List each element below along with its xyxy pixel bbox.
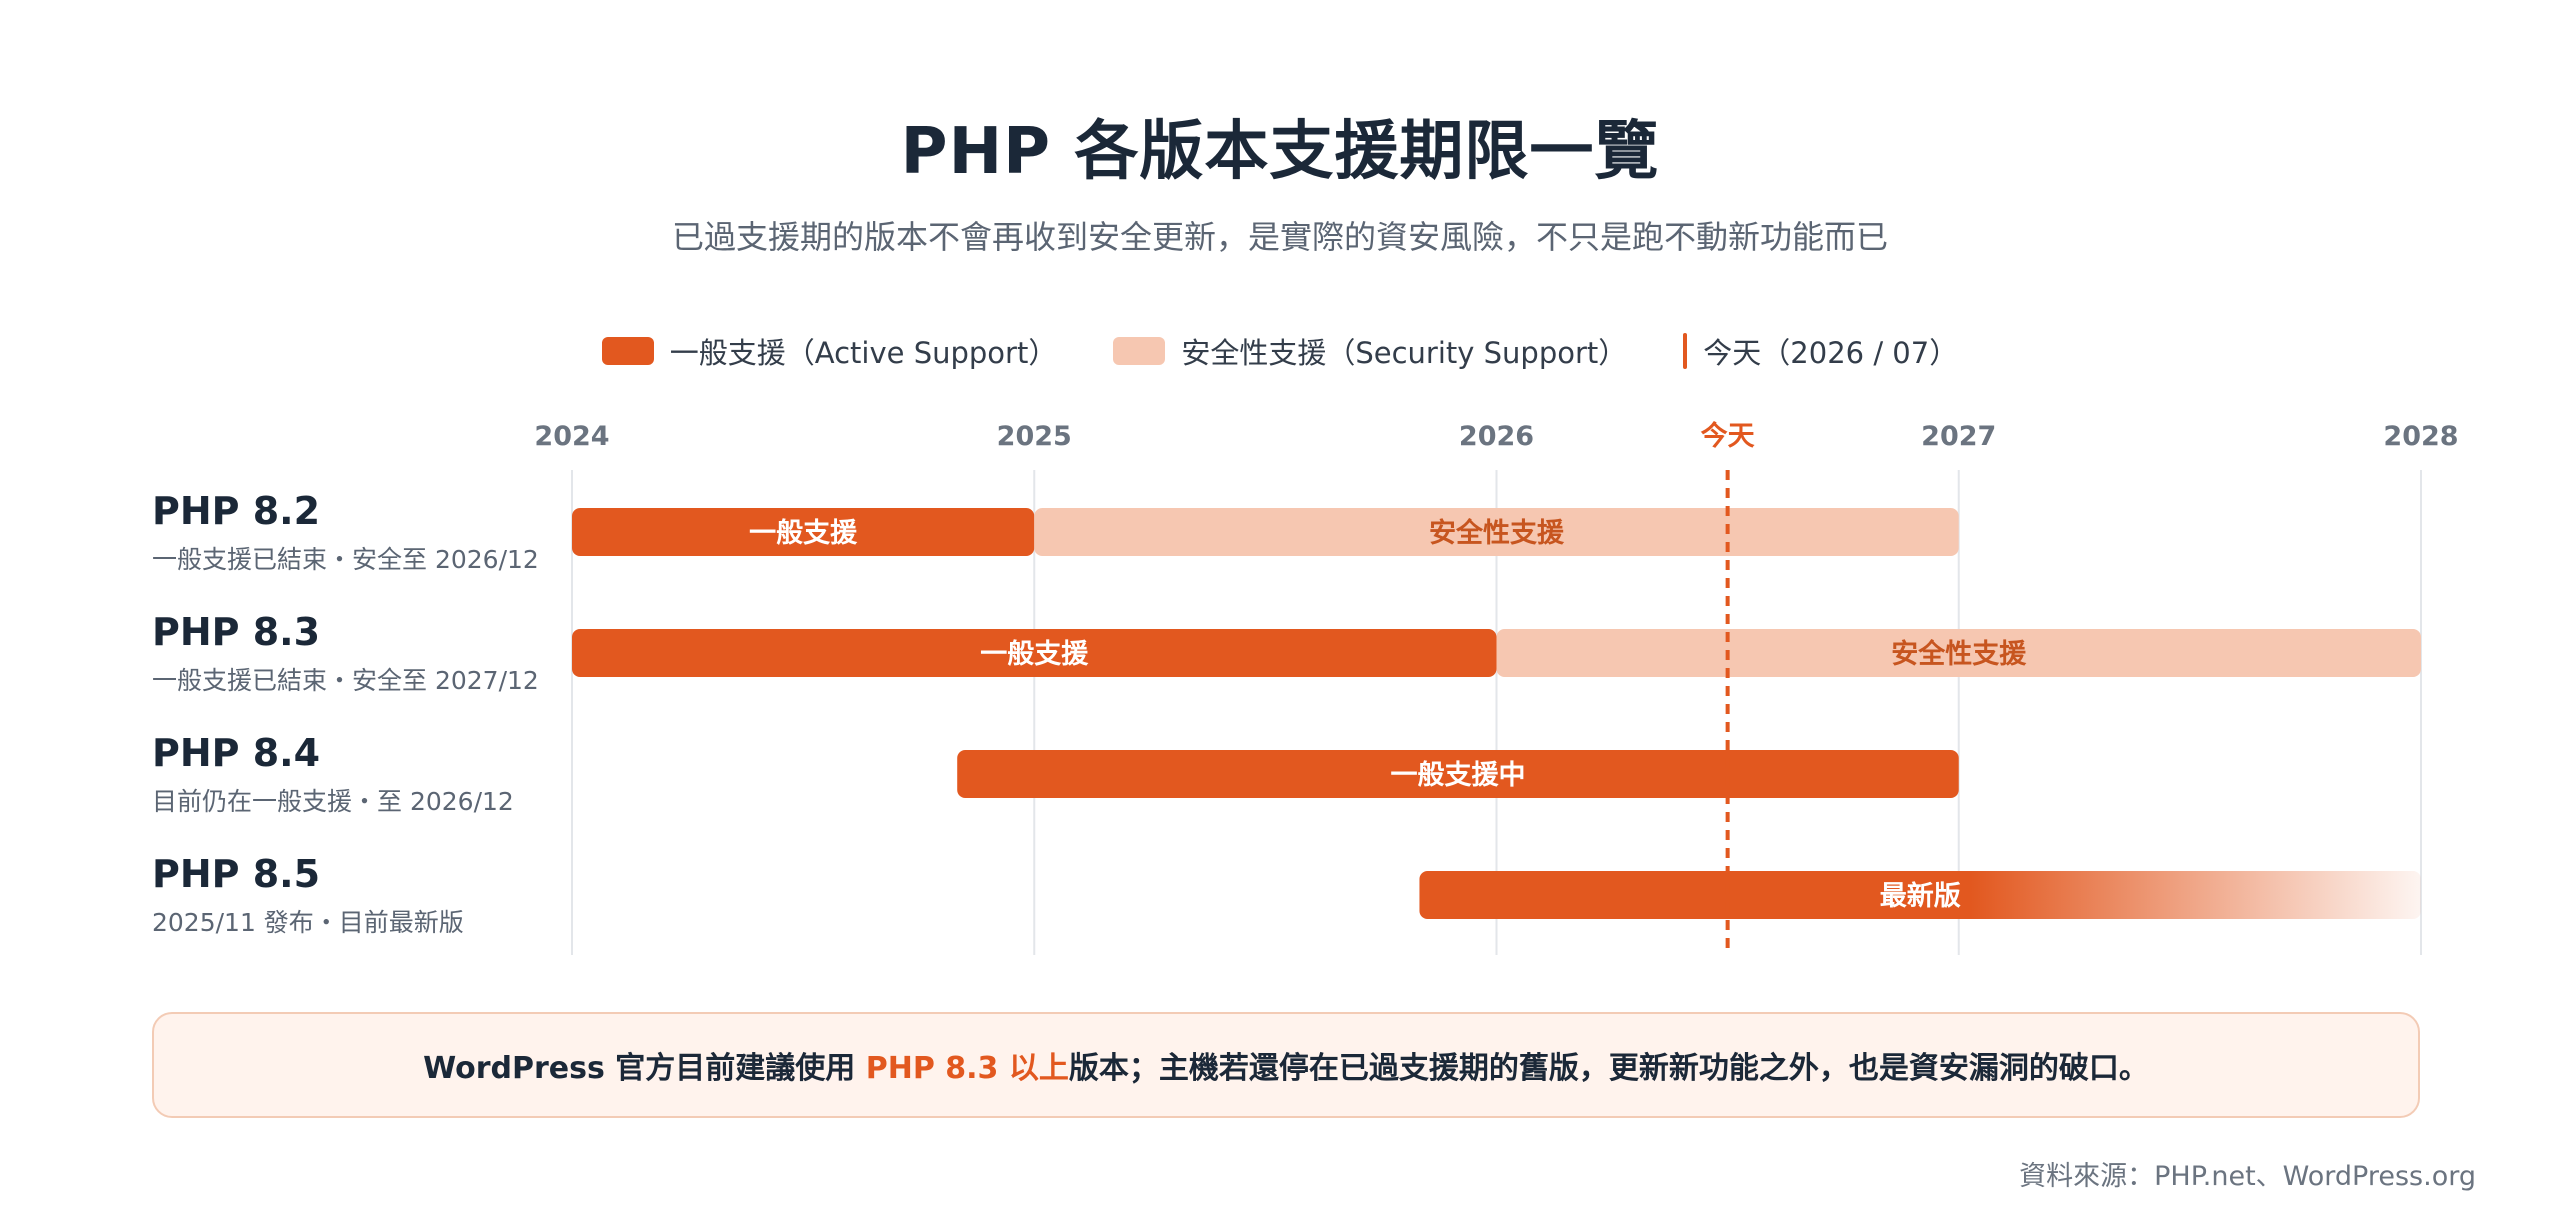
row-note: 一般支援已結束・安全至 2027/12 [152,666,539,695]
support-bar-active [957,750,1959,798]
legend-swatch-security [1113,337,1166,365]
chart-title: PHP 各版本支援期限一覽 [900,115,1660,189]
note-highlight: PHP 8.3 以上 [865,1051,1069,1086]
row-version-label: PHP 8.3 [152,610,320,654]
bar-label: 一般支援 [980,638,1089,670]
legend-label-today: 今天（2026 / 07） [1703,336,1959,370]
source-credit: 資料來源：PHP.net、WordPress.org [2019,1161,2476,1192]
x-tick-label: 2028 [2383,421,2458,452]
legend-item-security: 安全性支援（Security Support） [1113,330,1627,372]
legend-label-security: 安全性支援（Security Support） [1181,336,1628,370]
row-version-label: PHP 8.2 [152,489,320,533]
legend-today-marker [1683,333,1688,369]
support-bar-active [572,508,1035,556]
x-tick-label: 2027 [1921,421,1996,452]
row-version-label: PHP 8.5 [152,852,320,896]
today-label: 今天 [1701,420,1755,452]
legend-item-today: 今天（2026 / 07） [1683,330,1958,372]
x-tick-label: 2025 [997,421,1072,452]
x-tick-label: 2024 [534,421,609,452]
timeline-chart: 2024 2025 2026 2027 2028 今天 PHP 8.2 一般支援已結束・安全至… [152,420,2459,955]
bar-label: 安全性支援 [1891,638,2027,670]
note-text-after: 版本；主機若還停在已過支援期的舊版，更新新功能之外，也是資安漏洞的破口。 [1068,1051,2149,1086]
support-bar-active-fade [1419,871,2421,919]
legend-swatch-active [601,337,654,365]
legend-label-active: 一般支援（Active Support） [669,336,1058,370]
note-text-before: WordPress 官方目前建議使用 [423,1051,866,1086]
support-bar-active [572,629,1497,677]
legend-item-active: 一般支援（Active Support） [601,330,1058,372]
chart-subtitle: 已過支援期的版本不會再收到安全更新，是實際的資安風險，不只是跑不動新功能而已 [671,218,1888,256]
row-version-label: PHP 8.4 [152,731,320,775]
x-tick-label: 2026 [1459,421,1534,452]
bar-label: 安全性支援 [1429,517,1565,549]
row-note: 一般支援已結束・安全至 2026/12 [152,545,539,574]
row-note: 2025/11 發布・目前最新版 [152,908,464,937]
recommendation-note: WordPress 官方目前建議使用 PHP 8.3 以上 版本；主機若還停在已… [152,1012,2420,1118]
row-note: 目前仍在一般支援・至 2026/12 [152,787,514,816]
bar-label: 一般支援 [749,517,858,549]
bar-label: 最新版 [1880,880,1961,912]
bar-label: 一般支援中 [1390,759,1525,791]
legend: 一般支援（Active Support） 安全性支援（Security Supp… [0,330,2560,372]
